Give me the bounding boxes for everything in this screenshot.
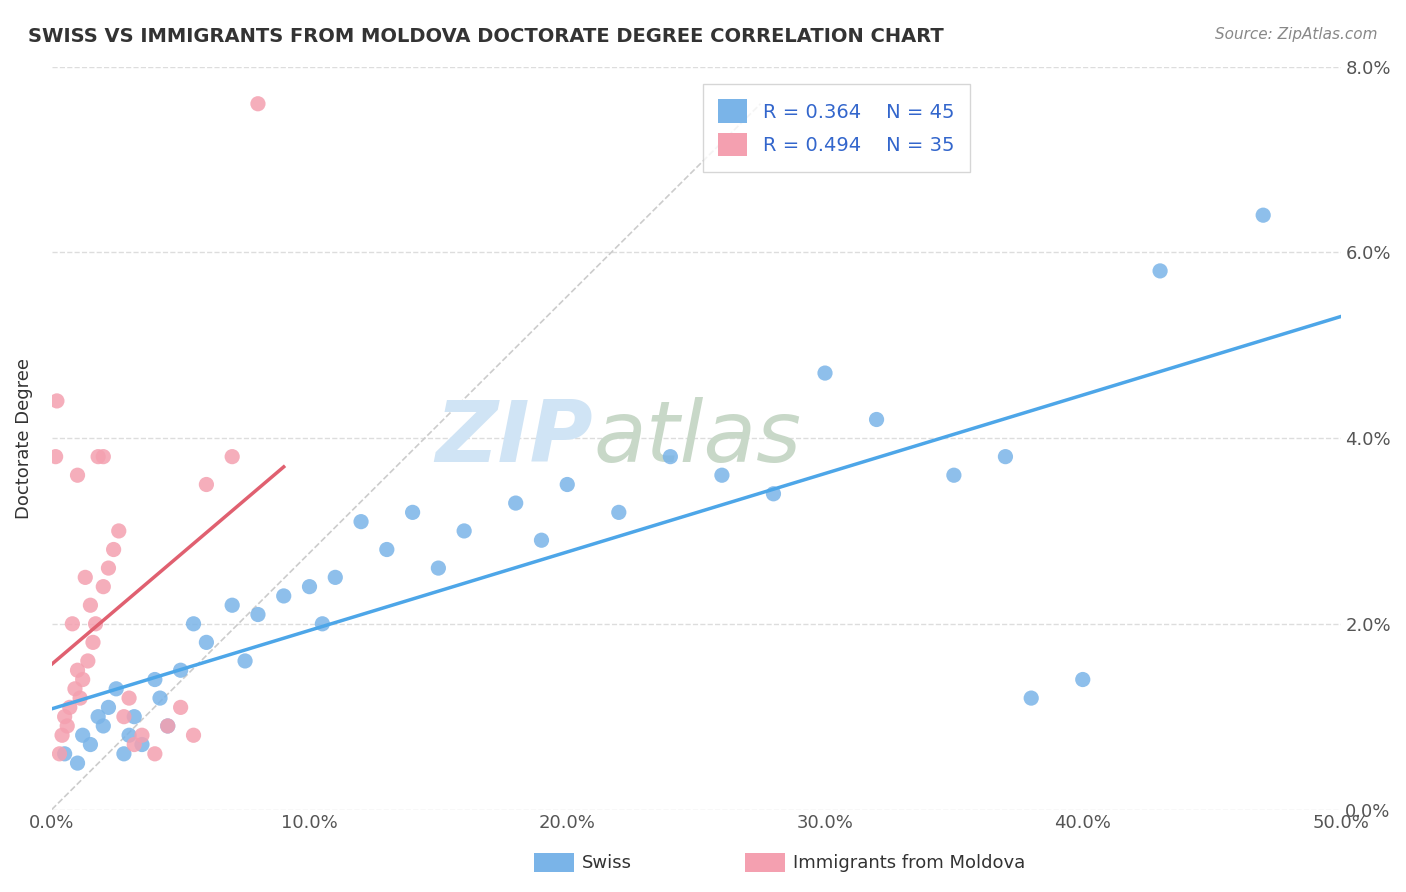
Point [427,561,450,575]
Point [59,700,82,714]
Point [183,728,205,742]
Point [273,589,295,603]
Point [149,691,172,706]
Point [72,728,94,742]
Point [246,96,269,111]
Legend: R = 0.364    N = 45, R = 0.494    N = 35: R = 0.364 N = 45, R = 0.494 N = 35 [703,84,970,172]
Point [66,663,89,677]
Text: Source: ZipAtlas.com: Source: ZipAtlas.com [1215,27,1378,42]
Point [66,468,89,483]
Point [118,691,141,706]
Point [45,450,67,464]
Point [156,719,179,733]
Point [66,756,89,770]
Point [994,450,1017,464]
Point [118,728,141,742]
Point [122,738,145,752]
Point [91,450,114,464]
Y-axis label: Doctorate Degree: Doctorate Degree [15,358,32,518]
Point [75,570,97,584]
Point [1071,673,1094,687]
Point [131,728,153,742]
Point [112,709,135,723]
Point [169,663,191,677]
Point [63,681,86,696]
Point [659,450,682,464]
Point [401,505,423,519]
Point [1019,691,1042,706]
Point [91,719,114,733]
Text: Immigrants from Moldova: Immigrants from Moldova [793,854,1025,871]
Point [1149,264,1171,278]
Point [103,542,125,557]
Text: atlas: atlas [593,397,801,480]
Point [195,477,218,491]
Point [246,607,269,622]
Point [453,524,475,538]
Point [131,738,153,752]
Point [53,709,76,723]
Point [122,709,145,723]
Point [91,580,114,594]
Point [97,561,120,575]
Point [60,616,83,631]
Point [156,719,179,733]
Point [87,450,110,464]
Point [105,681,128,696]
Point [69,691,91,706]
Point [530,533,553,548]
Point [48,747,70,761]
Point [56,719,79,733]
Point [323,570,346,584]
Point [112,747,135,761]
Point [79,599,101,613]
Point [143,747,166,761]
Point [72,673,94,687]
Point [710,468,733,483]
Point [169,700,191,714]
Point [79,738,101,752]
Point [942,468,965,483]
Point [221,599,243,613]
Point [375,542,398,557]
Point [87,709,110,723]
Point [607,505,630,519]
Point [350,515,373,529]
Point [233,654,256,668]
Point [45,393,67,408]
Point [51,728,73,742]
Point [505,496,527,510]
Point [76,654,98,668]
Point [1251,208,1274,222]
Point [143,673,166,687]
Point [555,477,578,491]
Text: Swiss: Swiss [582,854,633,871]
Point [183,616,205,631]
Point [311,616,333,631]
Point [865,412,887,426]
Point [97,700,120,714]
Point [107,524,129,538]
Point [195,635,218,649]
Text: ZIP: ZIP [436,397,593,480]
Text: SWISS VS IMMIGRANTS FROM MOLDOVA DOCTORATE DEGREE CORRELATION CHART: SWISS VS IMMIGRANTS FROM MOLDOVA DOCTORA… [28,27,943,45]
Point [82,635,104,649]
Point [298,580,321,594]
Point [84,616,107,631]
Point [221,450,243,464]
Point [53,747,76,761]
Point [762,487,785,501]
Point [814,366,837,380]
